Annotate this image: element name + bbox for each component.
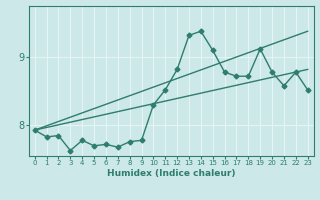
X-axis label: Humidex (Indice chaleur): Humidex (Indice chaleur): [107, 169, 236, 178]
